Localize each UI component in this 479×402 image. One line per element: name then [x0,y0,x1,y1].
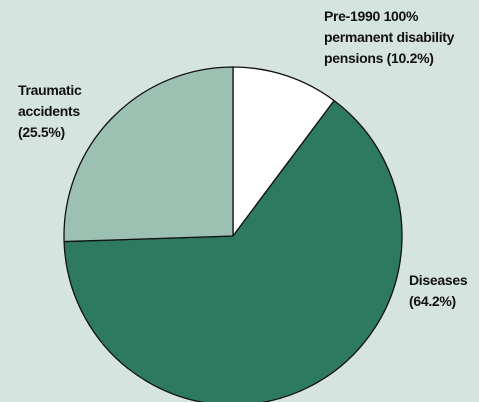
value-label: (10.2%) [386,50,434,66]
value-label: (64.2%) [409,293,456,309]
slice-label: Pre-1990 100% permanent disability pensi… [324,6,479,69]
category-label: Traumatic accidents [18,82,82,119]
pie-slice [232,66,335,237]
slice-label: Diseases (64.2%) [409,270,477,312]
category-label: Pre-1990 100% permanent disability pensi… [324,8,455,66]
slice-label: Traumatic accidents (25.5%) [18,80,96,143]
pie-slice [63,99,403,402]
pie-slice [63,66,234,243]
value-label: (25.5%) [18,124,65,140]
category-label: Diseases [409,272,468,288]
